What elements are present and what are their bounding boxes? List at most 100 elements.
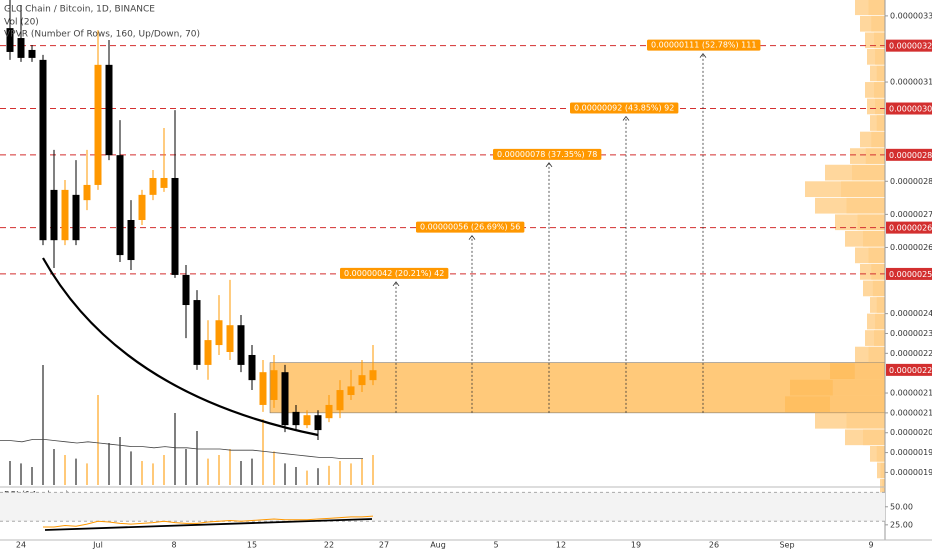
profile-bar-core xyxy=(868,247,885,264)
y-tick-label: 0.00000234 xyxy=(890,329,932,338)
arrow-head xyxy=(545,162,553,168)
profile-bar-core xyxy=(874,82,885,98)
volume-bar xyxy=(350,463,352,485)
profile-bar-core xyxy=(857,214,885,231)
annotation: 0.00000042 (20.21%) 42 xyxy=(340,267,449,279)
y-tick-label: 0.00000216 xyxy=(890,389,932,398)
volume-bar xyxy=(372,455,374,485)
volume-bar xyxy=(64,455,66,485)
volume-bar xyxy=(20,463,22,485)
y-tick-label: 0.00000192 xyxy=(890,468,932,477)
profile-bar-core xyxy=(876,445,885,462)
x-tick-label: 22 xyxy=(324,541,334,550)
x-tick-label: Jul xyxy=(92,541,103,550)
volume-bar xyxy=(317,468,319,485)
x-tick-label: 12 xyxy=(556,541,566,550)
candle-body xyxy=(171,177,179,275)
annotation-text: 0.00000092 (43.85%) 92 xyxy=(574,104,674,113)
volume-bar xyxy=(295,467,297,485)
volume-bar xyxy=(163,455,165,485)
annotation-box xyxy=(647,39,761,51)
candle-body xyxy=(325,404,333,419)
volume-bar xyxy=(174,413,176,485)
x-tick-label: 15 xyxy=(247,541,257,550)
arrow-head xyxy=(699,52,707,58)
main-pane: 0.00000042 (20.21%) 42 0.00000056 (26.69%… xyxy=(0,0,886,495)
annotation-box xyxy=(493,148,602,160)
volume-ma xyxy=(0,439,363,459)
candle-body xyxy=(28,49,36,58)
x-tick-label: 27 xyxy=(379,541,389,550)
x-tick-label: 8 xyxy=(171,541,176,550)
price-label-box xyxy=(886,39,932,52)
volume-bar xyxy=(75,458,77,485)
profile-bar-core xyxy=(846,412,885,429)
price-label: 0.00000302 xyxy=(889,105,932,114)
profile-bar-core xyxy=(875,98,885,115)
profile-bar-core xyxy=(871,15,885,32)
volume-bar xyxy=(328,465,330,485)
candle-body xyxy=(314,415,322,431)
volume-bar xyxy=(152,463,154,485)
profile-bar-core xyxy=(865,148,885,164)
volume-bar xyxy=(240,461,242,485)
price-label-box xyxy=(886,148,932,161)
candle-body xyxy=(281,372,289,426)
profile-bar-core xyxy=(852,164,885,181)
indicator-label: VPVR (Number Of Rows, 160, Up/Down, 70) xyxy=(4,30,200,40)
candle-body xyxy=(17,38,25,58)
profile-bar-core xyxy=(876,115,885,131)
y-tick-label: 0.00000228 xyxy=(890,349,932,358)
volume-bar xyxy=(31,467,33,485)
candle-body xyxy=(39,59,47,241)
annotation: 0.00000056 (26.69%) 56 xyxy=(416,221,525,233)
volume-bar xyxy=(108,443,110,485)
annotation: 0.00000092 (43.85%) 92 xyxy=(570,102,679,114)
arrow-head xyxy=(392,281,400,287)
annotation-box xyxy=(570,102,679,114)
x-tick-label: Aug xyxy=(430,541,446,550)
volume-bar xyxy=(97,395,99,485)
volume-bar xyxy=(218,455,220,485)
candle-body xyxy=(226,325,234,353)
rsi-tick-label: 50.00 xyxy=(890,502,913,511)
profile-bar-core xyxy=(854,363,885,379)
volume-bar xyxy=(185,449,187,485)
annotation-text: 0.00000056 (26.69%) 56 xyxy=(420,223,520,232)
candle-body xyxy=(303,415,311,426)
candle-body xyxy=(149,177,157,195)
profile-bar-core xyxy=(876,65,885,82)
candle-body xyxy=(138,194,146,221)
arrow-head xyxy=(468,234,476,240)
candle-body xyxy=(6,28,14,52)
candle-body xyxy=(182,274,190,306)
profile-bar-core xyxy=(846,197,885,214)
volume-bar xyxy=(229,449,231,485)
rsi-trendline xyxy=(44,518,373,531)
price-label-box xyxy=(886,363,932,376)
x-tick-label: 19 xyxy=(631,541,641,550)
volume-bar xyxy=(306,470,308,485)
price-label-box xyxy=(886,221,932,234)
profile-bar-core xyxy=(863,429,885,446)
volume-bar xyxy=(273,451,275,485)
volume-bar xyxy=(284,463,286,485)
annotation: 0.00000078 (37.35%) 78 xyxy=(493,148,602,160)
volume-bar xyxy=(339,461,341,485)
volume-bar xyxy=(262,419,264,485)
profile-bar-core xyxy=(868,346,885,363)
annotation-box xyxy=(416,221,525,233)
candle-body xyxy=(292,411,300,426)
candle-body xyxy=(248,354,256,381)
price-label: 0.00000266 xyxy=(889,224,932,233)
indicator-label: Vol (20) xyxy=(4,18,39,28)
volume-bar xyxy=(251,458,253,485)
candle-body xyxy=(160,177,168,188)
volume-bar xyxy=(141,461,143,485)
